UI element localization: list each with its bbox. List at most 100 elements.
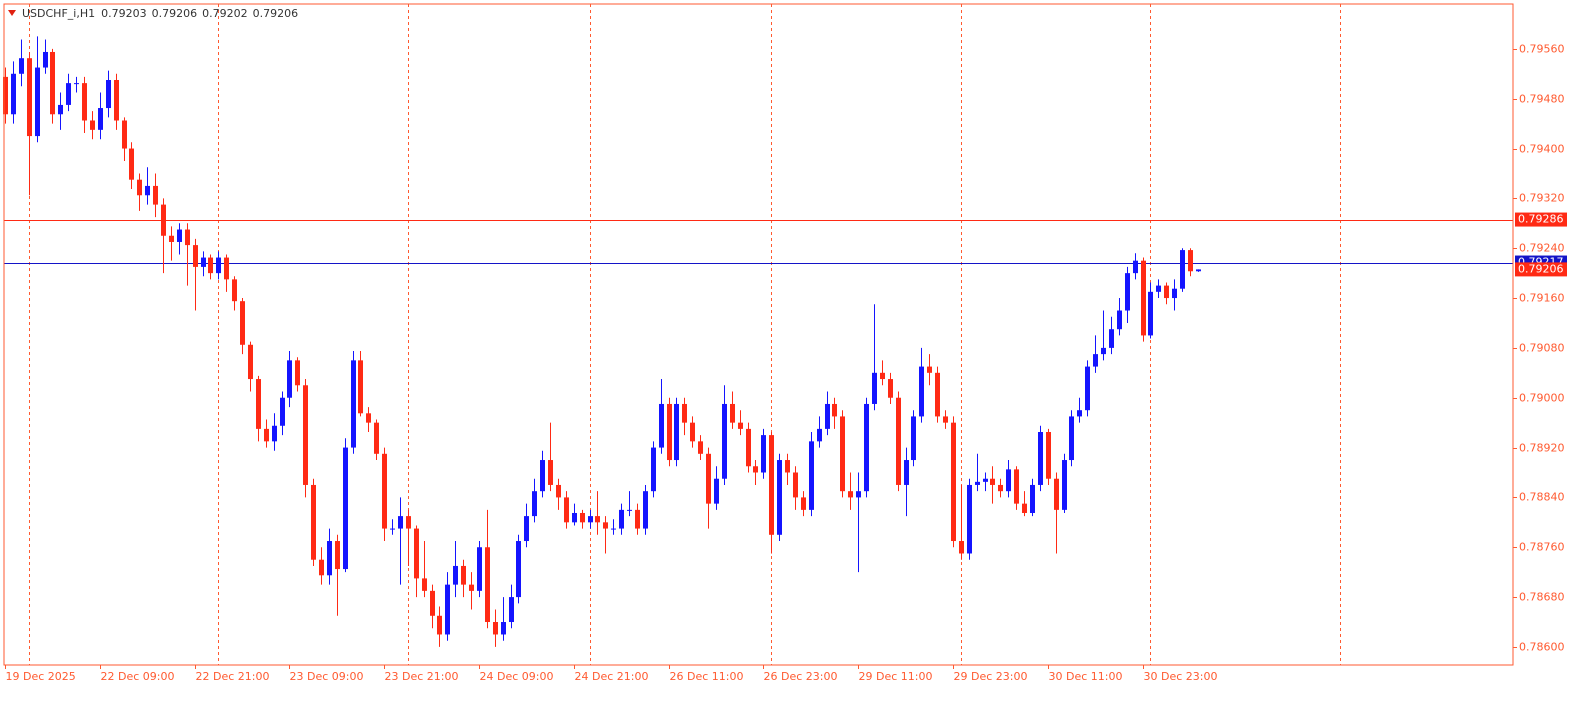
- candle-body: [777, 460, 782, 535]
- candle-body: [943, 416, 948, 423]
- quote-open: 0.79203: [101, 7, 147, 20]
- candle-body: [66, 83, 71, 105]
- candle-body: [216, 257, 221, 274]
- y-tick-label: 0.79560: [1519, 43, 1565, 56]
- candle-body: [295, 360, 300, 386]
- candle-body: [1196, 269, 1201, 272]
- candle-body: [793, 472, 798, 498]
- x-tick-label: 29 Dec 23:00: [954, 670, 1028, 683]
- candle-body: [1172, 288, 1177, 299]
- candle-body: [872, 372, 877, 404]
- candle-body: [358, 360, 363, 414]
- candle-body: [414, 528, 419, 579]
- candle-body: [366, 413, 371, 423]
- candle-body: [50, 51, 55, 115]
- candle-body: [1180, 250, 1185, 289]
- candle-body: [706, 453, 711, 504]
- y-tick-label: 0.79400: [1519, 143, 1565, 156]
- x-tick-label: 24 Dec 21:00: [575, 670, 649, 683]
- quote-close: 0.79206: [253, 7, 299, 20]
- candle-body: [58, 104, 63, 115]
- menu-triangle: [8, 10, 16, 16]
- y-tick-label: 0.78920: [1519, 442, 1565, 455]
- candle-body: [43, 51, 48, 68]
- x-tick-label: 26 Dec 11:00: [670, 670, 744, 683]
- candle-body: [730, 403, 735, 423]
- axes: 0.79560 0.79480 0.79400 0.79320 0.79240 0.791…: [3, 3, 1567, 683]
- candle-body: [430, 590, 435, 616]
- candle-body: [485, 547, 490, 623]
- candle-body: [1141, 260, 1146, 336]
- candle-body: [477, 547, 482, 591]
- candle-body: [643, 491, 648, 529]
- x-tick-label: 22 Dec 09:00: [101, 670, 175, 683]
- candle-body: [1133, 260, 1138, 274]
- candle-body: [272, 425, 277, 442]
- candle-body: [35, 67, 40, 137]
- candle-body: [1148, 291, 1153, 336]
- candle-body: [738, 422, 743, 429]
- candle-body: [619, 509, 624, 529]
- x-tick-label: 22 Dec 21:00: [196, 670, 270, 683]
- candle-body: [1054, 478, 1059, 510]
- candle-body: [106, 80, 111, 109]
- candle-body: [998, 484, 1003, 492]
- y-tick-label: 0.78760: [1519, 541, 1565, 554]
- candle-body: [896, 397, 901, 485]
- candle-body: [82, 83, 87, 121]
- candle-body: [501, 622, 506, 635]
- candle-body: [232, 279, 237, 302]
- candle-body: [3, 76, 8, 115]
- candle-body: [690, 422, 695, 442]
- candle-body: [753, 466, 758, 473]
- candle-body: [169, 235, 174, 242]
- candle-body: [461, 565, 466, 585]
- candle-body: [1156, 285, 1161, 292]
- candle-body: [761, 435, 766, 473]
- candle-body: [722, 403, 727, 479]
- candle-body: [603, 522, 608, 529]
- candle-body: [193, 245, 198, 267]
- candle-body: [145, 185, 150, 196]
- candle-body: [595, 516, 600, 523]
- candle-body: [911, 416, 916, 461]
- candle-body: [714, 478, 719, 504]
- candle-body: [990, 478, 995, 485]
- candle-body: [1093, 354, 1098, 367]
- candle-body: [509, 597, 514, 623]
- y-tick-label: 0.78600: [1519, 641, 1565, 654]
- candle-body: [287, 360, 292, 398]
- y-tick-label: 0.79000: [1519, 392, 1565, 405]
- x-tick-label: 29 Dec 11:00: [859, 670, 933, 683]
- plot-frame: [3, 3, 1514, 666]
- candle-body: [935, 372, 940, 417]
- candle-body: [153, 185, 158, 205]
- candle-body: [319, 559, 324, 576]
- candle-body: [98, 108, 103, 130]
- candle-body: [422, 578, 427, 591]
- candle-body: [1030, 484, 1035, 513]
- quote-high: 0.79206: [152, 7, 198, 20]
- price-line-box: [1515, 212, 1567, 227]
- candle-body: [864, 403, 869, 492]
- candle-body: [524, 516, 529, 542]
- candle-body: [406, 516, 411, 529]
- candle-body: [651, 447, 656, 492]
- candle-body: [437, 615, 442, 635]
- candle-body: [627, 509, 632, 511]
- candle-body: [817, 428, 822, 442]
- candle-body: [856, 491, 861, 498]
- candle-body: [122, 120, 127, 149]
- candle-body: [840, 416, 845, 492]
- candle-body: [114, 80, 119, 121]
- candle-body: [256, 379, 261, 429]
- x-tick-label: 23 Dec 09:00: [290, 670, 364, 683]
- candle-body: [1188, 250, 1193, 272]
- candle-body: [532, 491, 537, 517]
- header: USDCHF_i,H1 0.79203 0.79206 0.79202 0.79206: [22, 7, 298, 20]
- y-tick-label: 0.79480: [1519, 93, 1565, 106]
- candle-body: [280, 397, 285, 426]
- candle-body: [398, 516, 403, 529]
- candle-body: [1117, 310, 1122, 330]
